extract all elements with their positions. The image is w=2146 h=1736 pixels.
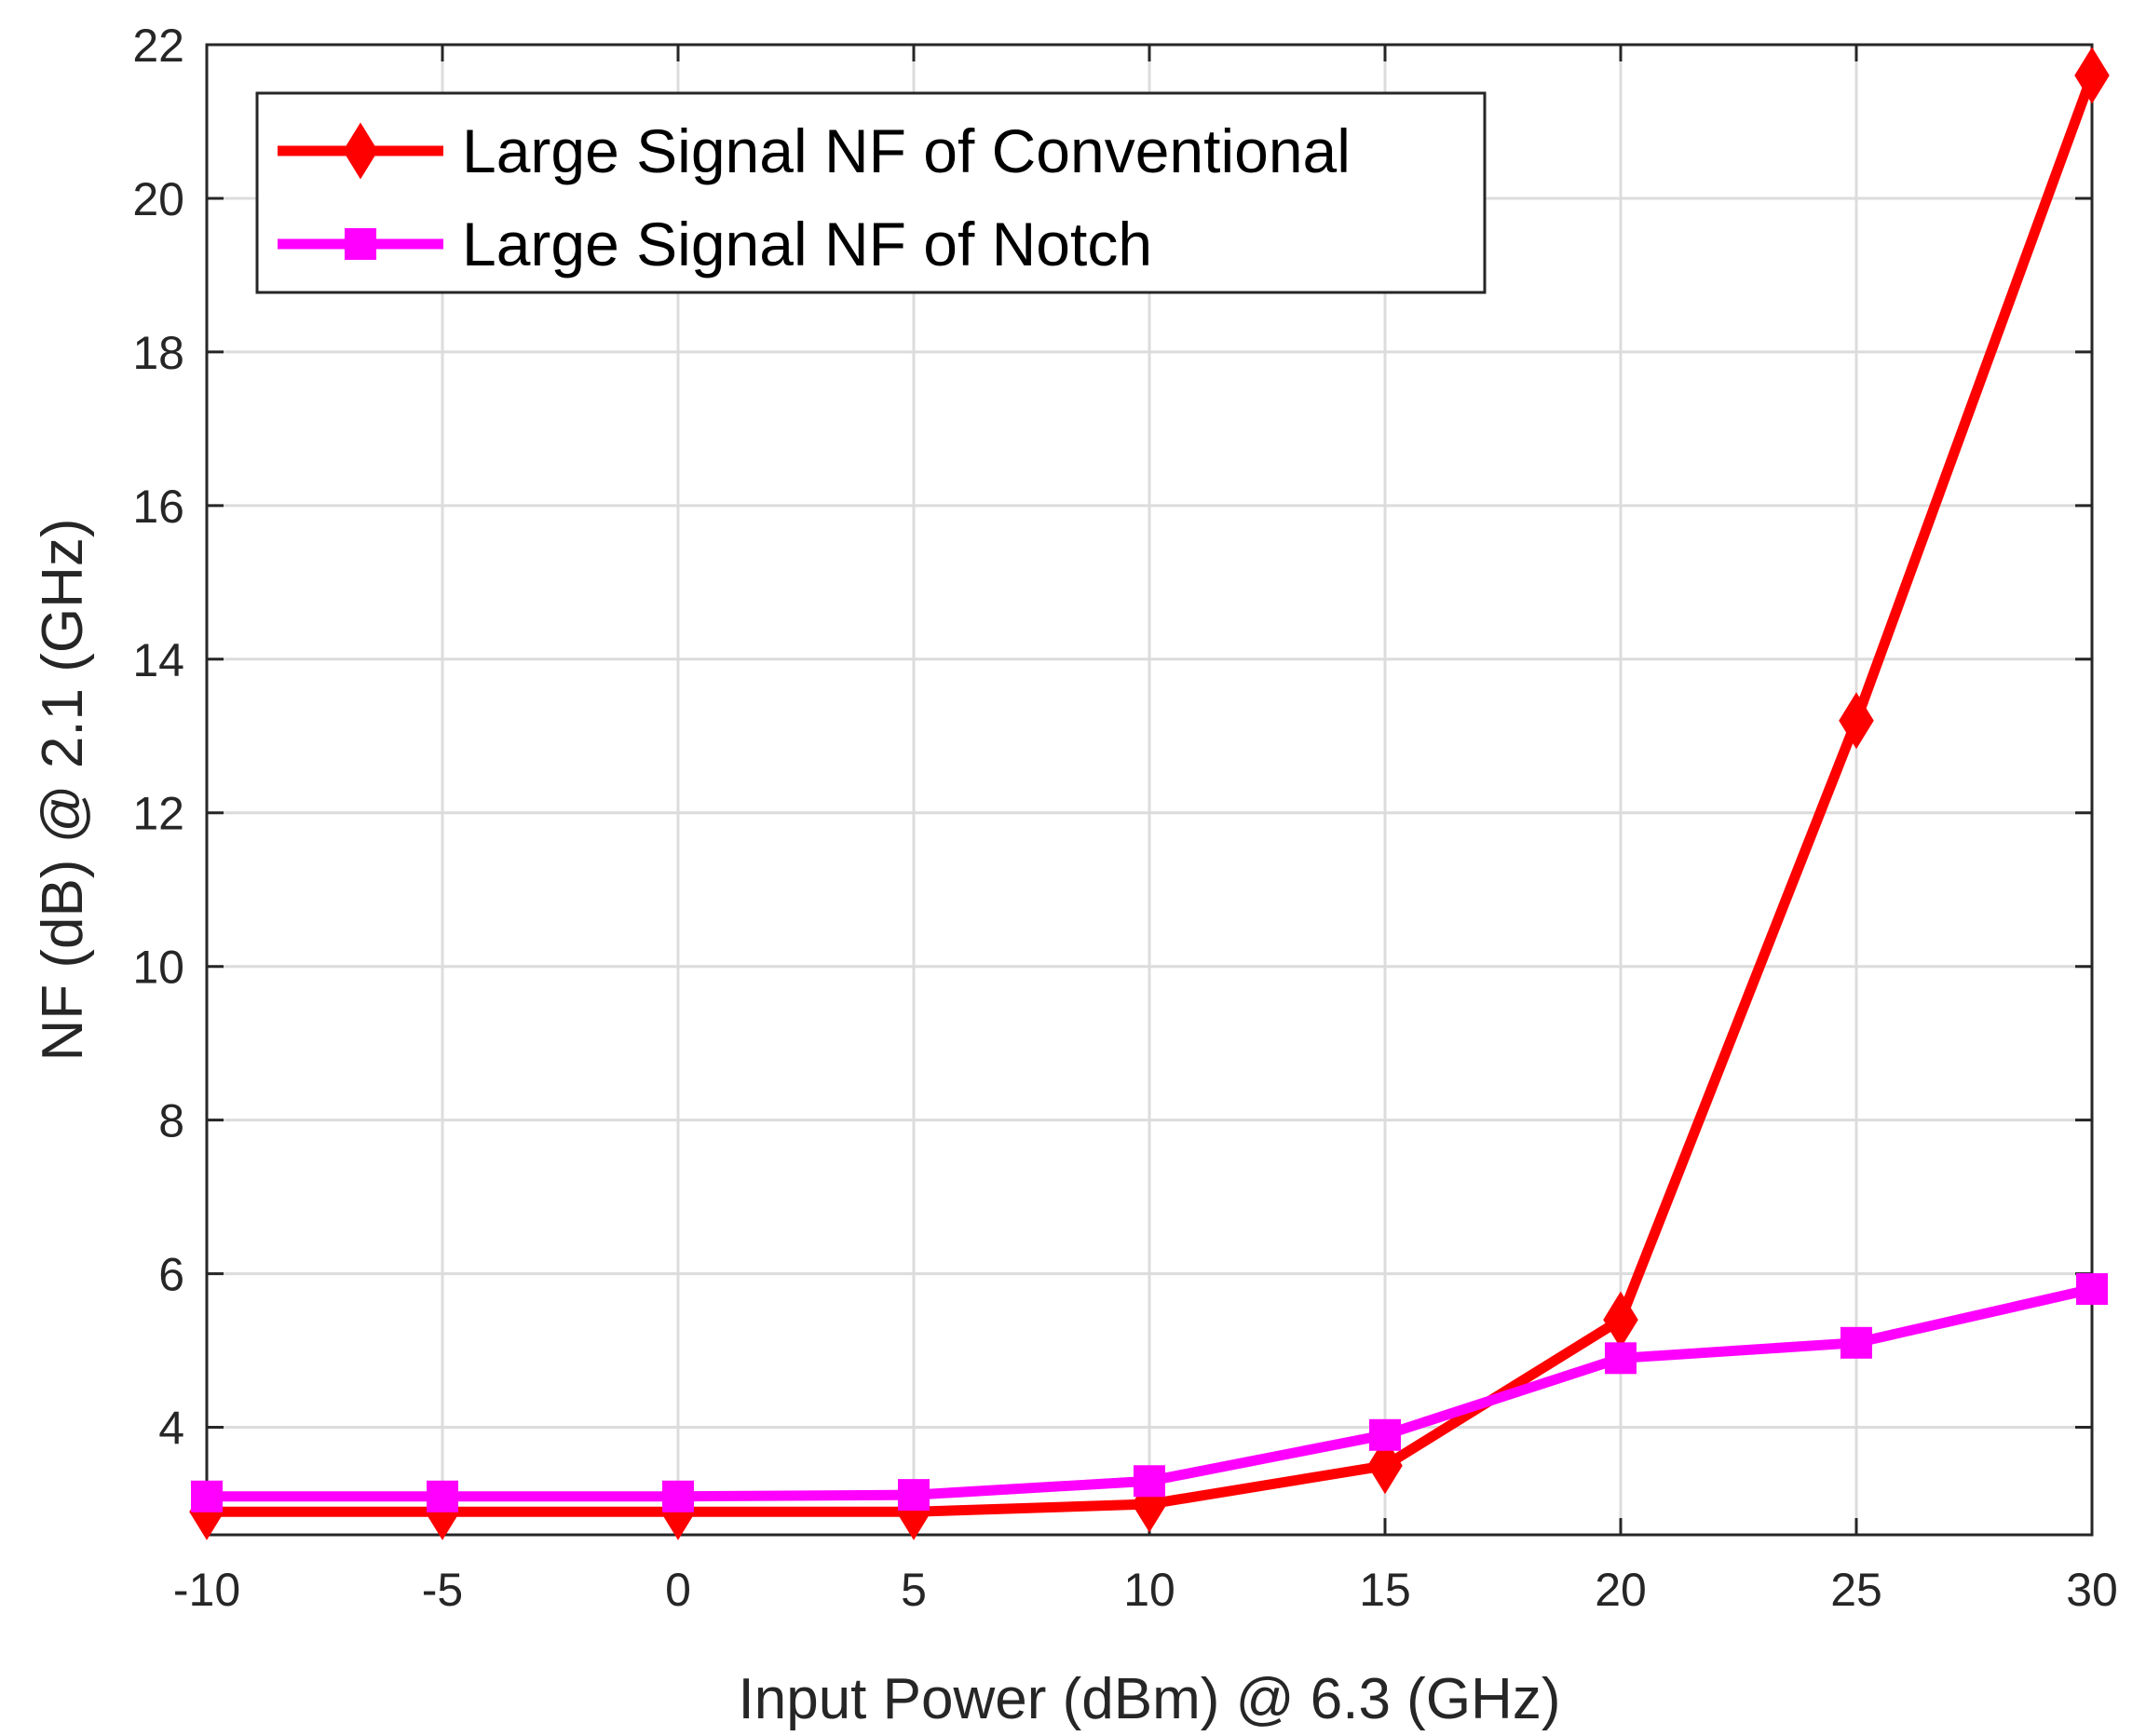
data-point-1-8 [2076, 1273, 2108, 1306]
x-tick-label: 5 [901, 1564, 927, 1616]
data-point-1-2 [662, 1480, 694, 1512]
y-tick-label: 8 [158, 1095, 184, 1147]
data-point-1-3 [898, 1479, 930, 1512]
data-point-1-4 [1134, 1465, 1165, 1498]
data-series [189, 47, 2110, 1540]
y-tick-label: 18 [132, 327, 184, 379]
y-tick-label: 4 [158, 1403, 184, 1455]
legend-label-1: Large Signal NF of Notch [462, 210, 1152, 278]
data-point-1-5 [1369, 1418, 1401, 1451]
data-point-1-6 [1605, 1342, 1637, 1375]
data-point-1-0 [191, 1480, 223, 1512]
legend-label-0: Large Signal NF of Conventional [462, 116, 1351, 185]
legend-entry-0: Large Signal NF of Conventional [278, 116, 1351, 185]
x-tick-label: -10 [173, 1564, 240, 1616]
x-tick-label: 25 [1830, 1564, 1882, 1616]
x-tick-label: 20 [1595, 1564, 1647, 1616]
legend-marker-1 [345, 228, 376, 260]
tick-labels: -10 -5 0 5 10 15 20 25 30 4 6 8 10 12 14 16 18 20 22 [132, 20, 2117, 1616]
data-point-0-8 [2074, 47, 2110, 104]
legend: Large Signal NF of Conventional Large Sig… [255, 91, 1487, 294]
y-tick-label: 10 [132, 942, 184, 994]
data-point-1-7 [1840, 1326, 1872, 1359]
legend-marker-0 [343, 122, 378, 180]
x-axis-label: Input Power (dBm) @ 6.3 (GHz) [739, 1667, 1561, 1731]
data-point-0-7 [1839, 692, 1874, 750]
x-tick-label: 0 [665, 1564, 691, 1616]
legend-entry-1: Large Signal NF of Notch [278, 210, 1152, 278]
y-tick-label: 6 [158, 1249, 184, 1301]
y-tick-label: 16 [132, 481, 184, 533]
legend-box [255, 91, 1487, 294]
x-tick-label: -5 [422, 1564, 463, 1616]
data-point-0-5 [1367, 1437, 1403, 1495]
y-tick-label: 20 [132, 173, 184, 225]
y-tick-label: 22 [132, 20, 184, 72]
x-tick-label: 30 [2066, 1564, 2118, 1616]
data-point-1-1 [427, 1480, 458, 1512]
y-axis-label: NF (dB) @ 2.1 (GHz) [31, 518, 95, 1061]
series-1 [191, 1273, 2108, 1512]
y-tick-label: 14 [132, 634, 184, 686]
y-tick-label: 12 [132, 788, 184, 840]
x-tick-label: 15 [1359, 1564, 1411, 1616]
axes-box [205, 43, 2094, 1537]
x-tick-label: 10 [1123, 1564, 1175, 1616]
